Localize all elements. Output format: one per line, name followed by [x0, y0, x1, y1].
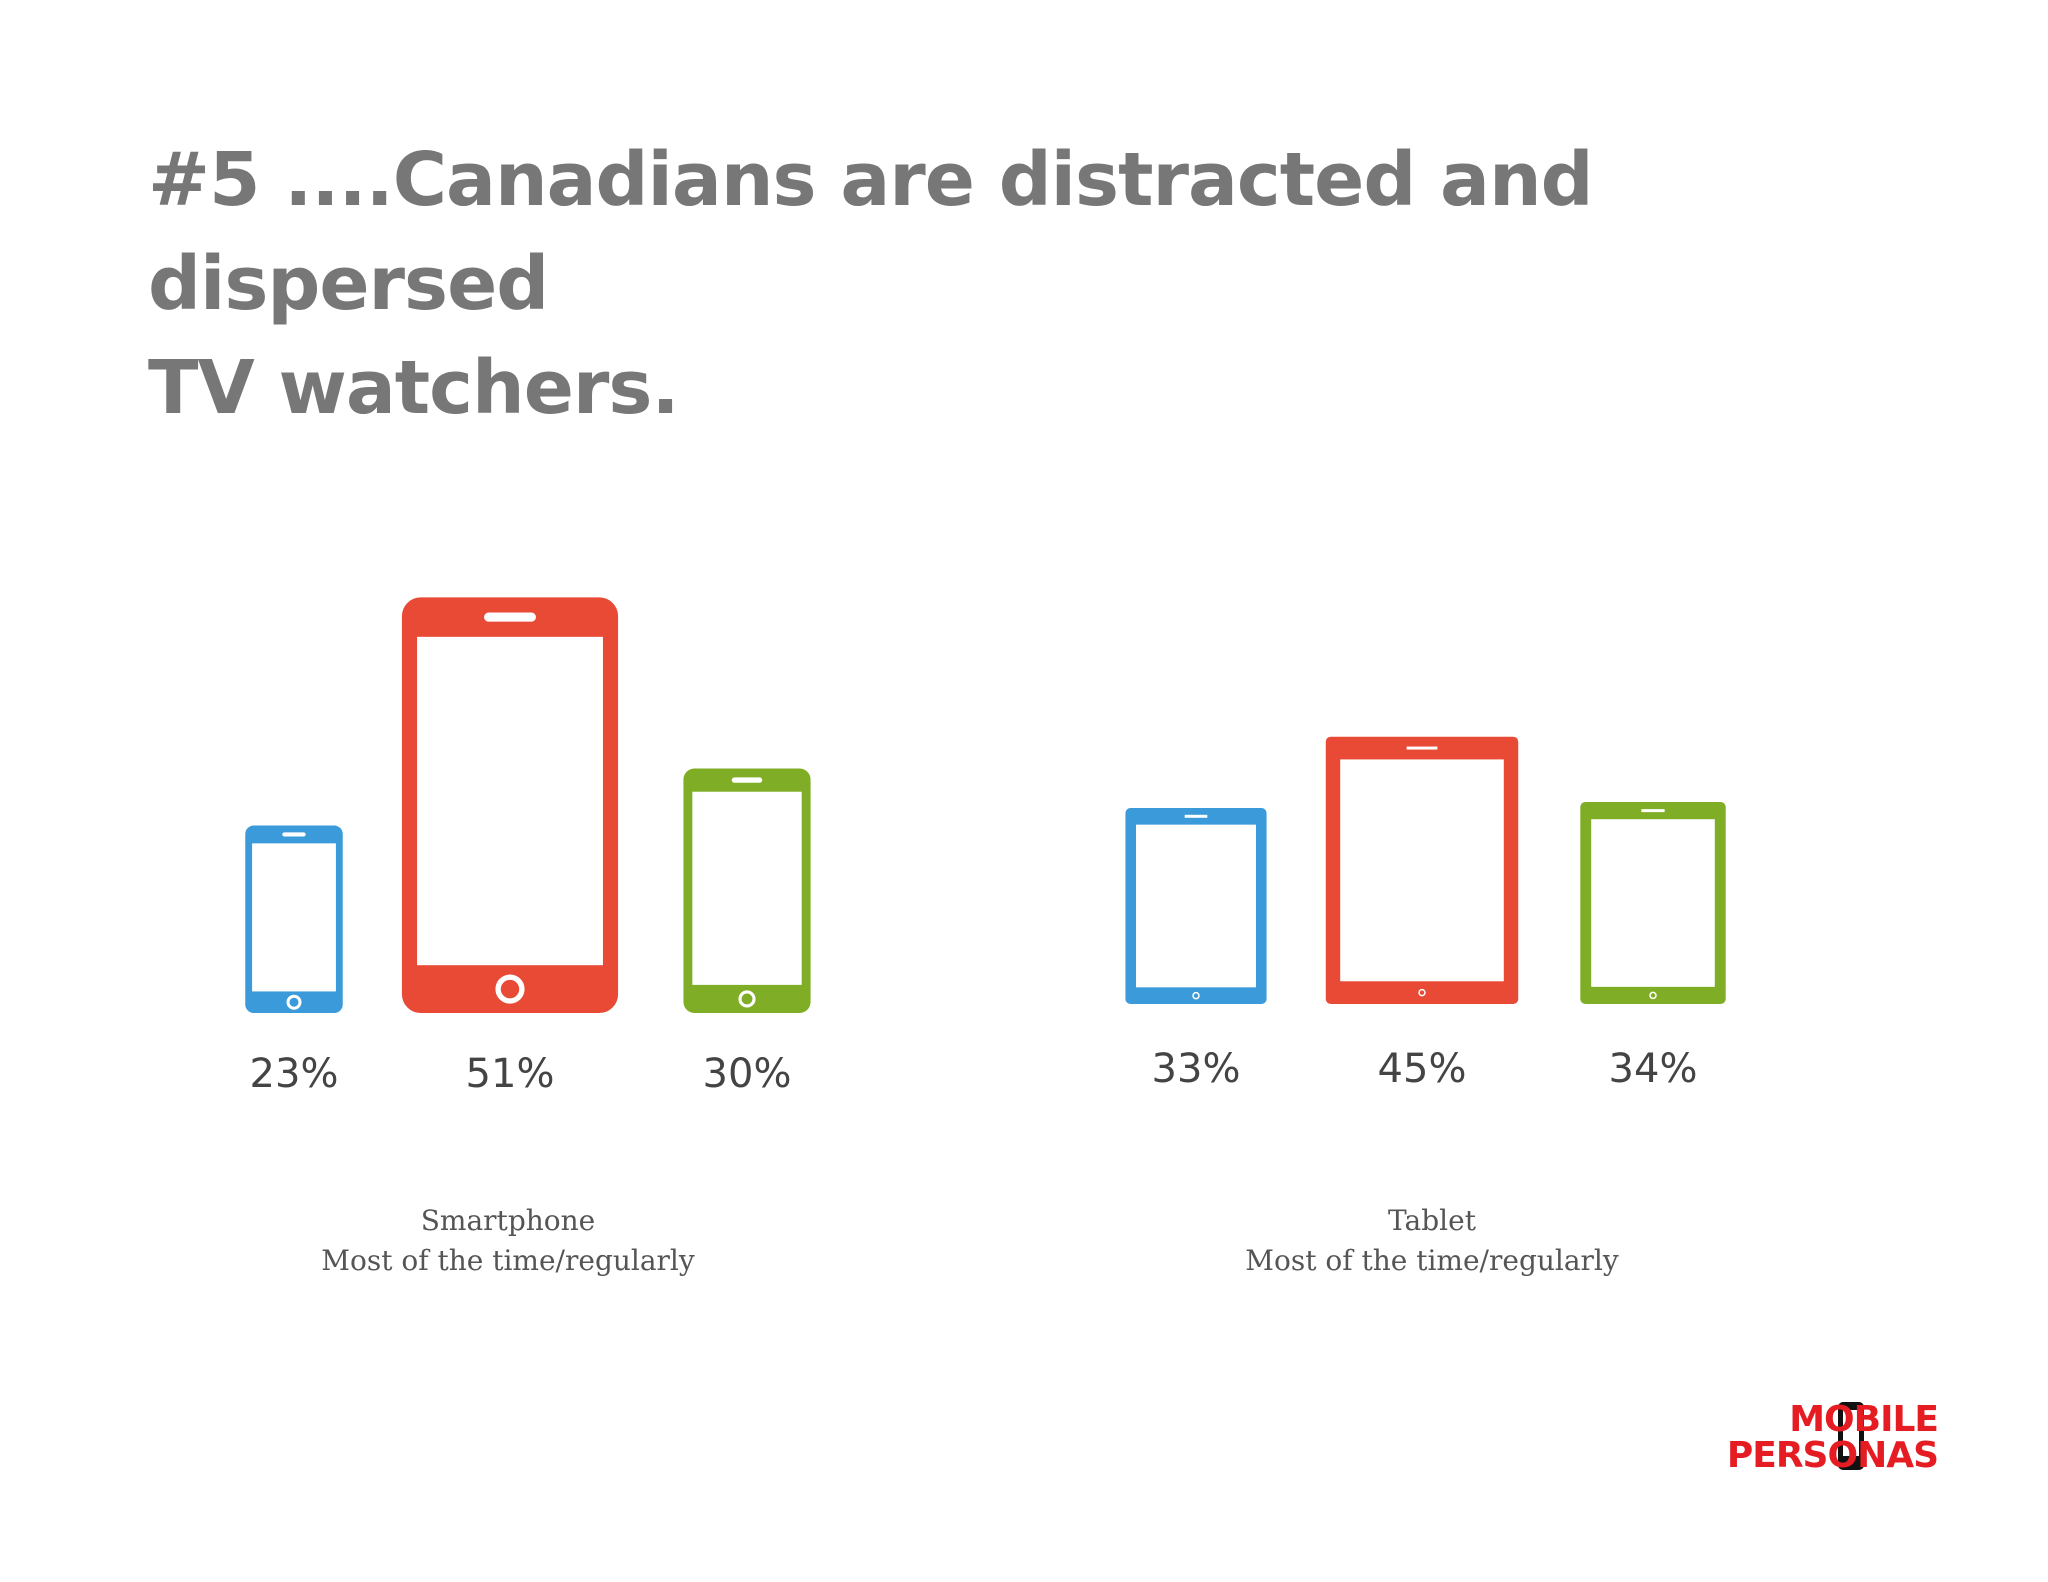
speaker-slot — [282, 832, 306, 837]
phone-logo-icon — [1838, 1402, 1864, 1470]
smartphone-bar — [245, 825, 343, 1013]
tablet-chart: 33% 45% 34% Tablet Most of the time/regularl… — [1125, 736, 1726, 1277]
caption-line-2: Most of the time/regularly — [1245, 1244, 1619, 1277]
speaker-slot — [484, 612, 536, 622]
camera-slot — [1406, 746, 1438, 750]
title-line-1: #5 ....Canadians are distracted and disp… — [148, 137, 1594, 327]
title-line-2: TV watchers. — [148, 345, 680, 431]
tablet-bar — [1325, 736, 1519, 1004]
camera-slot — [1184, 814, 1208, 818]
smartphone-screen — [417, 636, 603, 966]
smartphone-bar — [401, 597, 619, 1013]
slide-title: #5 ....Canadians are distracted and disp… — [148, 128, 1928, 440]
home-button — [286, 994, 302, 1010]
tablet-screen — [1136, 824, 1256, 988]
logo-line-2: PERSONAS — [1726, 1435, 1939, 1476]
caption-line-1: Tablet — [1388, 1204, 1477, 1237]
data-label: 45% — [1378, 1046, 1467, 1092]
logo-line-1: MOBILE — [1789, 1399, 1939, 1440]
smartphone-screen — [692, 791, 802, 985]
data-label: 23% — [250, 1051, 339, 1097]
home-button — [1192, 991, 1200, 1000]
data-label: 51% — [466, 1051, 555, 1097]
data-label: 30% — [703, 1051, 792, 1097]
home-button — [1649, 991, 1657, 1000]
home-button — [738, 990, 756, 1008]
tablet-screen — [1340, 759, 1504, 982]
speaker-slot — [731, 777, 763, 783]
data-label: 33% — [1152, 1046, 1241, 1092]
tablet-screen — [1591, 819, 1715, 987]
home-button — [495, 974, 525, 1004]
camera-slot — [1641, 809, 1665, 813]
tablet-bar — [1580, 802, 1726, 1004]
smartphone-chart: 23% 51% 30% Smartphone Most of the time/regu… — [245, 597, 811, 1277]
mobile-personas-logo: MOBILE PERSONAS — [1727, 1399, 1939, 1480]
smartphone-screen — [252, 843, 336, 992]
home-button — [1418, 988, 1426, 997]
data-label: 34% — [1609, 1046, 1698, 1092]
tablet-bar — [1125, 807, 1267, 1004]
smartphone-bar — [683, 768, 811, 1013]
caption-line-1: Smartphone — [421, 1204, 595, 1237]
caption-line-2: Most of the time/regularly — [321, 1244, 695, 1277]
